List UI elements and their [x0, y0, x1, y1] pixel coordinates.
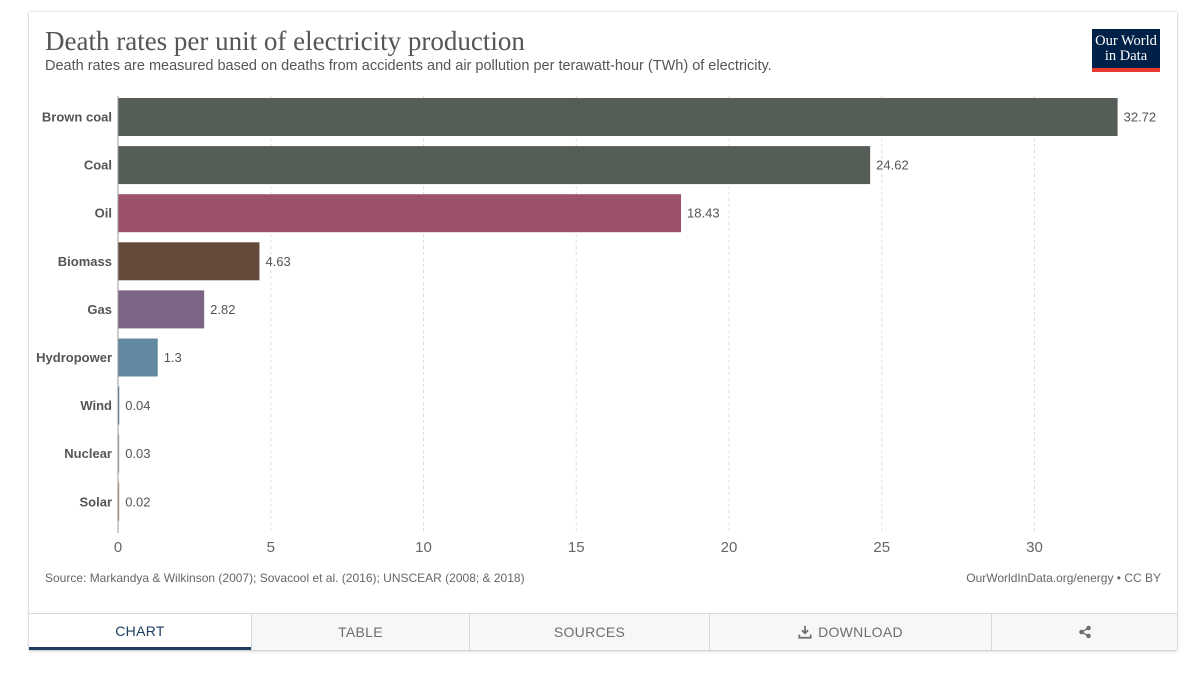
bar [118, 386, 120, 425]
bar [118, 98, 1118, 136]
value-label: 2.82 [210, 302, 235, 317]
bar [118, 146, 871, 185]
category-label: Coal [84, 158, 112, 173]
owid-logo[interactable]: Our World in Data [1092, 29, 1160, 72]
value-label: 4.63 [265, 254, 290, 269]
tab-chart[interactable]: CHART [29, 614, 251, 650]
logo-line-1: Our World [1095, 32, 1157, 49]
bar [118, 338, 158, 377]
value-label: 0.04 [125, 398, 150, 413]
tab-sources[interactable]: SOURCES [469, 614, 709, 650]
source-note[interactable]: Source: Markandya & Wilkinson (2007); So… [45, 571, 525, 585]
tab-download-label: DOWNLOAD [818, 624, 903, 640]
x-tick-label: 10 [415, 539, 432, 556]
tab-download[interactable]: DOWNLOAD [709, 614, 991, 650]
value-label: 24.62 [876, 158, 909, 173]
value-label: 0.02 [125, 494, 150, 509]
value-label: 1.3 [164, 350, 182, 365]
category-label: Hydropower [36, 350, 112, 365]
x-tick-label: 0 [114, 539, 122, 556]
value-label: 32.72 [1124, 110, 1157, 125]
x-tick-label: 20 [721, 539, 738, 556]
bar [118, 434, 120, 473]
category-label: Oil [95, 206, 112, 221]
bar-chart: 0 5 10 15 20 25 30 Brown coal 32.72 Coal 24.62 Oil 1… [36, 96, 1157, 556]
category-label: Biomass [58, 254, 112, 269]
tab-bar: CHART TABLE SOURCES DOWNLOAD [29, 613, 1177, 650]
bar [118, 242, 260, 281]
chart-subtitle: Death rates are measured based on deaths… [45, 58, 772, 74]
bar [118, 194, 682, 233]
logo-line-2: in Data [1104, 47, 1148, 64]
license-note[interactable]: OurWorldInData.org/energy • CC BY [966, 571, 1161, 585]
tab-chart-label: CHART [115, 622, 165, 639]
category-label: Brown coal [42, 110, 112, 125]
category-label: Solar [79, 494, 112, 509]
value-label: 18.43 [687, 206, 720, 221]
chart-card: Death rates per unit of electricity prod… [29, 12, 1177, 650]
x-tick-label: 30 [1026, 539, 1043, 556]
download-icon [798, 625, 812, 639]
bar [118, 290, 205, 329]
tab-share[interactable] [991, 614, 1177, 650]
category-label: Gas [87, 302, 112, 317]
category-label: Wind [80, 398, 112, 413]
category-label: Nuclear [64, 446, 112, 461]
chart-title: Death rates per unit of electricity prod… [45, 26, 525, 56]
x-tick-label: 25 [873, 539, 890, 556]
tab-table-label: TABLE [338, 624, 383, 640]
share-icon [1078, 625, 1091, 639]
x-tick-label: 5 [267, 539, 275, 556]
tab-table[interactable]: TABLE [251, 614, 469, 650]
value-label: 0.03 [125, 446, 150, 461]
bar [118, 482, 120, 521]
tab-sources-label: SOURCES [553, 624, 626, 640]
x-tick-label: 15 [568, 539, 585, 556]
